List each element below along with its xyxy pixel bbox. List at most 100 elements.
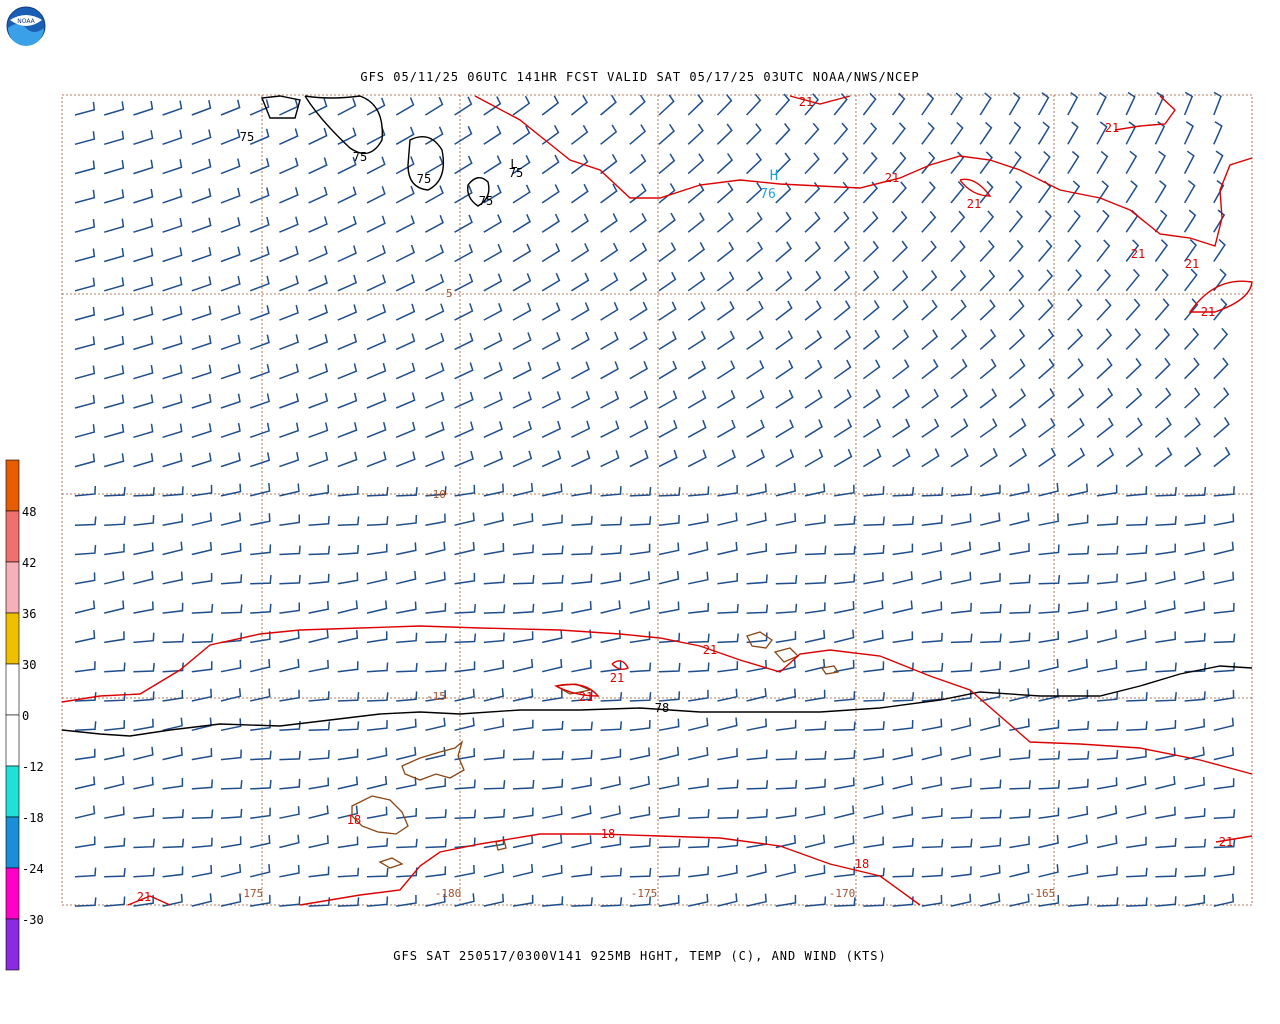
wind-barb xyxy=(1155,571,1176,585)
wind-barb xyxy=(454,273,474,292)
wind-barb xyxy=(833,122,849,145)
wind-barb xyxy=(921,662,944,673)
wind-barb xyxy=(1038,358,1055,380)
wind-barb xyxy=(74,692,97,702)
wind-barb xyxy=(775,300,793,321)
wind-barb xyxy=(658,601,680,614)
wind-barb xyxy=(979,418,998,438)
wind-barb xyxy=(162,747,183,761)
wind-barb xyxy=(950,662,973,673)
wind-barb xyxy=(104,868,126,878)
height-contour-label: 75 xyxy=(240,130,254,144)
wind-barb xyxy=(512,302,532,321)
wind-barb xyxy=(1096,573,1118,585)
wind-barb xyxy=(1067,239,1082,262)
wind-barb xyxy=(600,420,620,438)
wind-barb xyxy=(746,271,764,292)
wind-barb xyxy=(1126,486,1148,497)
wind-barb xyxy=(1126,572,1147,585)
wind-barb xyxy=(1038,299,1054,321)
wind-barb xyxy=(1008,328,1026,350)
wind-barb xyxy=(1154,91,1165,116)
wind-barb xyxy=(337,156,357,175)
wind-barb xyxy=(746,93,762,116)
wind-barb xyxy=(950,571,972,585)
wind-barb xyxy=(892,122,906,145)
wind-barb xyxy=(483,125,502,145)
wind-barb xyxy=(600,721,623,732)
wind-barb xyxy=(1213,717,1235,732)
wind-barb xyxy=(220,246,241,263)
wind-barb xyxy=(425,747,446,761)
wind-barb xyxy=(308,777,330,790)
wind-barb xyxy=(892,692,915,702)
wind-barb xyxy=(571,302,590,321)
wind-barb xyxy=(892,543,914,556)
wind-barb xyxy=(1038,544,1060,556)
wind-barb xyxy=(658,390,678,409)
wind-barb xyxy=(862,270,880,292)
wind-barb xyxy=(570,213,589,233)
wind-barb xyxy=(571,272,590,292)
wind-barb xyxy=(512,483,534,497)
wind-barb xyxy=(308,835,329,849)
wind-barb xyxy=(833,181,850,204)
wind-barb xyxy=(1125,268,1140,292)
wind-barb xyxy=(250,719,271,732)
wind-barb xyxy=(1184,514,1206,526)
wind-barb xyxy=(658,894,680,907)
wind-barb xyxy=(103,365,125,380)
wind-barb xyxy=(1067,574,1090,585)
wind-barb xyxy=(308,515,330,526)
wind-barb xyxy=(512,864,534,878)
wind-barb xyxy=(1184,632,1206,644)
wind-barb xyxy=(1154,180,1167,204)
wind-barb xyxy=(454,96,473,116)
wind-barb xyxy=(220,893,242,907)
wind-barb xyxy=(425,392,445,409)
wind-barb xyxy=(1125,209,1139,233)
wind-barb xyxy=(1037,151,1051,175)
wind-barb xyxy=(425,96,444,116)
wind-barb xyxy=(1154,150,1166,174)
wind-barb xyxy=(74,600,96,614)
wind-barb xyxy=(629,124,647,145)
wind-barb xyxy=(804,300,822,321)
wind-barb xyxy=(454,332,474,351)
wind-barb xyxy=(716,330,735,351)
wind-barb xyxy=(103,101,125,116)
wind-barb xyxy=(191,364,212,380)
wind-barb xyxy=(542,720,564,732)
wind-barb xyxy=(425,541,446,556)
wind-barb xyxy=(1067,209,1081,233)
wind-barb xyxy=(921,746,943,761)
wind-barb xyxy=(629,361,649,380)
wind-barb xyxy=(542,629,563,644)
wind-barb xyxy=(746,211,763,233)
wind-barb xyxy=(746,360,765,380)
wind-barb xyxy=(804,330,823,351)
wind-barb xyxy=(1183,239,1197,262)
wind-barb xyxy=(571,515,593,526)
wind-barb xyxy=(279,452,300,468)
wind-barb xyxy=(279,422,300,439)
wind-barb xyxy=(658,746,680,761)
wind-barb xyxy=(308,866,330,878)
wind-barb xyxy=(454,126,473,145)
wind-barb xyxy=(366,896,389,907)
wind-barb xyxy=(1213,689,1235,702)
wind-barb xyxy=(1038,210,1052,233)
wind-barb xyxy=(366,868,389,878)
wind-barb xyxy=(191,129,212,146)
wind-barb xyxy=(425,362,445,380)
wind-barb xyxy=(1067,514,1089,526)
wind-barb xyxy=(804,658,826,673)
wind-barb xyxy=(337,274,358,292)
wind-barb xyxy=(395,156,415,175)
wind-barb xyxy=(541,125,560,145)
wind-barb xyxy=(571,866,593,878)
wind-barb xyxy=(921,181,936,204)
wind-barb xyxy=(658,212,676,233)
wind-barb xyxy=(542,834,563,849)
